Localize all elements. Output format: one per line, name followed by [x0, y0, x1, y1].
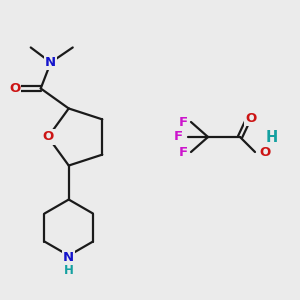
Text: F: F [174, 130, 183, 143]
Text: O: O [42, 130, 54, 143]
Text: N: N [63, 251, 74, 264]
Text: N: N [45, 56, 56, 69]
Text: H: H [64, 263, 74, 277]
Text: H: H [266, 130, 278, 145]
Text: F: F [179, 116, 188, 128]
Text: O: O [9, 82, 20, 95]
Text: F: F [179, 146, 188, 158]
Text: O: O [259, 146, 270, 158]
Text: O: O [245, 112, 256, 124]
